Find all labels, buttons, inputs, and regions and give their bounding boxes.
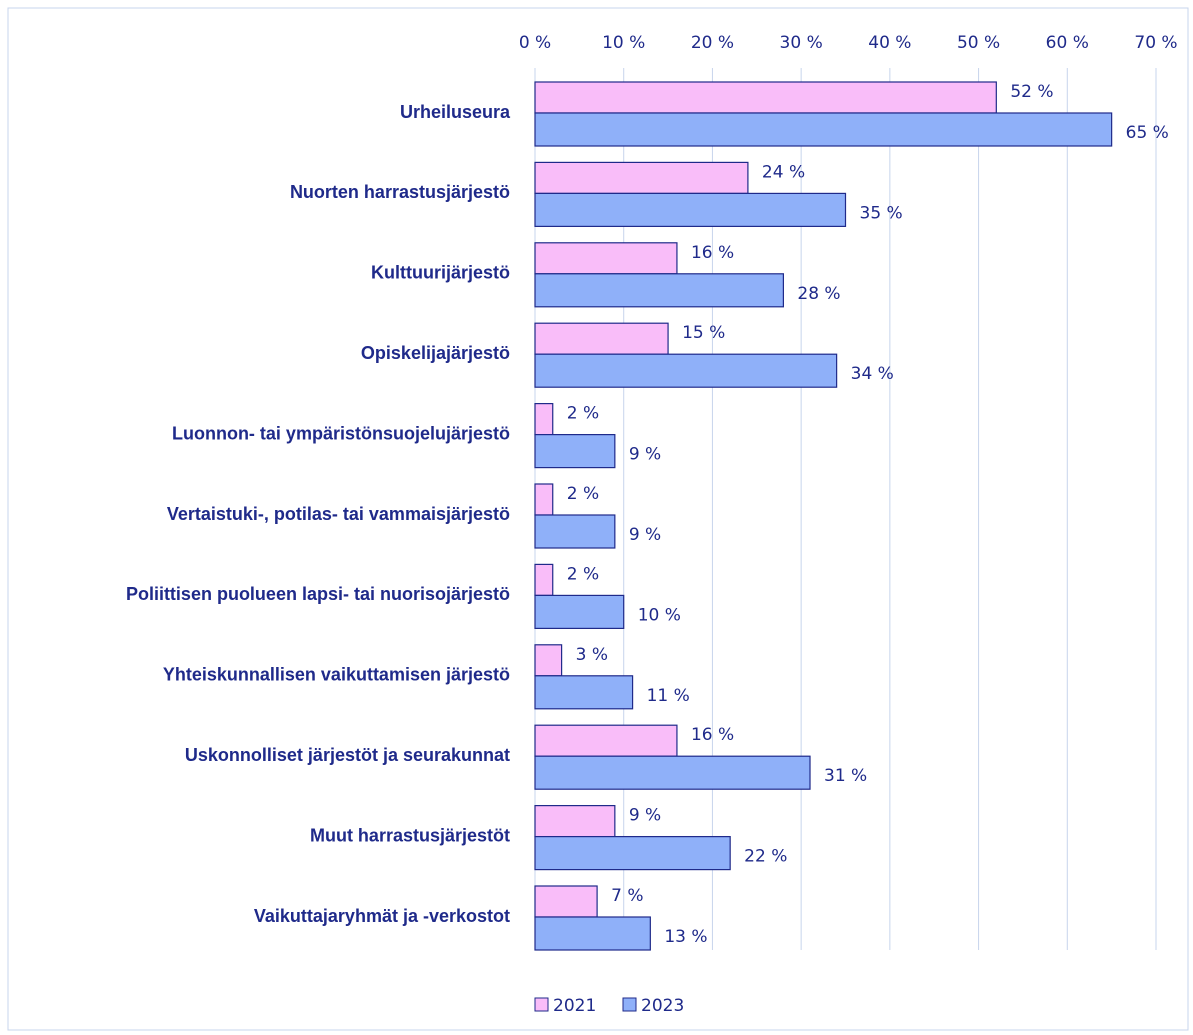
data-label: 13 %	[664, 927, 707, 947]
category-label: Opiskelijajärjestö	[361, 343, 510, 363]
category-label: Vertaistuki-, potilas- tai vammaisjärjes…	[167, 504, 510, 524]
data-label: 16 %	[691, 725, 734, 745]
category-label: Yhteiskunnallisen vaikuttamisen järjestö	[163, 665, 510, 685]
data-label: 35 %	[860, 203, 903, 223]
category-label: Urheiluseura	[400, 102, 511, 122]
category-label: Muut harrastusjärjestöt	[310, 825, 510, 845]
category-label: Luonnon- tai ympäristönsuojelujärjestö	[172, 423, 510, 443]
bar	[534, 514, 616, 549]
legend-label: 2021	[553, 996, 596, 1016]
category-label: Poliittisen puolueen lapsi- tai nuorisoj…	[126, 584, 510, 604]
x-tick-label: 40 %	[868, 33, 911, 53]
bar	[534, 885, 598, 918]
x-tick-label: 20 %	[691, 33, 734, 53]
legend-swatch	[534, 997, 549, 1012]
category-label: Nuorten harrastusjärjestö	[290, 182, 510, 202]
bar	[534, 161, 749, 194]
bar	[534, 112, 1113, 147]
data-label: 16 %	[691, 243, 734, 263]
bar	[534, 81, 997, 114]
bar	[534, 242, 678, 275]
category-label: Kulttuurijärjestö	[371, 263, 510, 283]
x-tick-label: 70 %	[1134, 33, 1177, 53]
data-label: 9 %	[629, 445, 661, 465]
bar	[534, 675, 634, 710]
data-label: 65 %	[1126, 123, 1169, 143]
data-label: 10 %	[638, 605, 681, 625]
bar	[534, 835, 731, 871]
bar	[534, 724, 678, 757]
bar	[534, 755, 811, 790]
bar	[534, 403, 554, 436]
bar	[534, 594, 625, 630]
data-label: 2 %	[567, 484, 599, 504]
data-label: 2 %	[567, 564, 599, 584]
data-label: 28 %	[797, 284, 840, 304]
data-label: 11 %	[647, 686, 690, 706]
category-label: Uskonnolliset järjestöt ja seurakunnat	[185, 745, 510, 765]
bar	[534, 192, 847, 227]
category-label: Vaikuttajaryhmät ja -verkostot	[254, 906, 510, 926]
x-tick-label: 50 %	[957, 33, 1000, 53]
data-label: 7 %	[611, 886, 643, 906]
bar	[534, 322, 669, 355]
bar	[534, 353, 838, 388]
data-label: 15 %	[682, 323, 725, 343]
bar	[534, 644, 563, 677]
bar	[534, 483, 554, 516]
data-label: 34 %	[851, 364, 894, 384]
data-label: 9 %	[629, 806, 661, 826]
data-label: 24 %	[762, 162, 805, 182]
x-tick-label: 60 %	[1046, 33, 1089, 53]
data-label: 52 %	[1010, 82, 1053, 102]
legend-label: 2023	[641, 996, 684, 1016]
data-label: 31 %	[824, 766, 867, 786]
bar	[534, 804, 616, 838]
data-label: 22 %	[744, 847, 787, 867]
bar	[534, 434, 616, 469]
bar	[534, 273, 784, 308]
x-tick-label: 10 %	[602, 33, 645, 53]
data-label: 9 %	[629, 525, 661, 545]
data-label: 3 %	[576, 645, 608, 665]
bar	[534, 563, 554, 597]
bar	[534, 916, 651, 951]
x-tick-label: 0 %	[519, 33, 551, 53]
legend-swatch	[622, 997, 637, 1012]
data-label: 2 %	[567, 404, 599, 424]
x-tick-label: 30 %	[780, 33, 823, 53]
